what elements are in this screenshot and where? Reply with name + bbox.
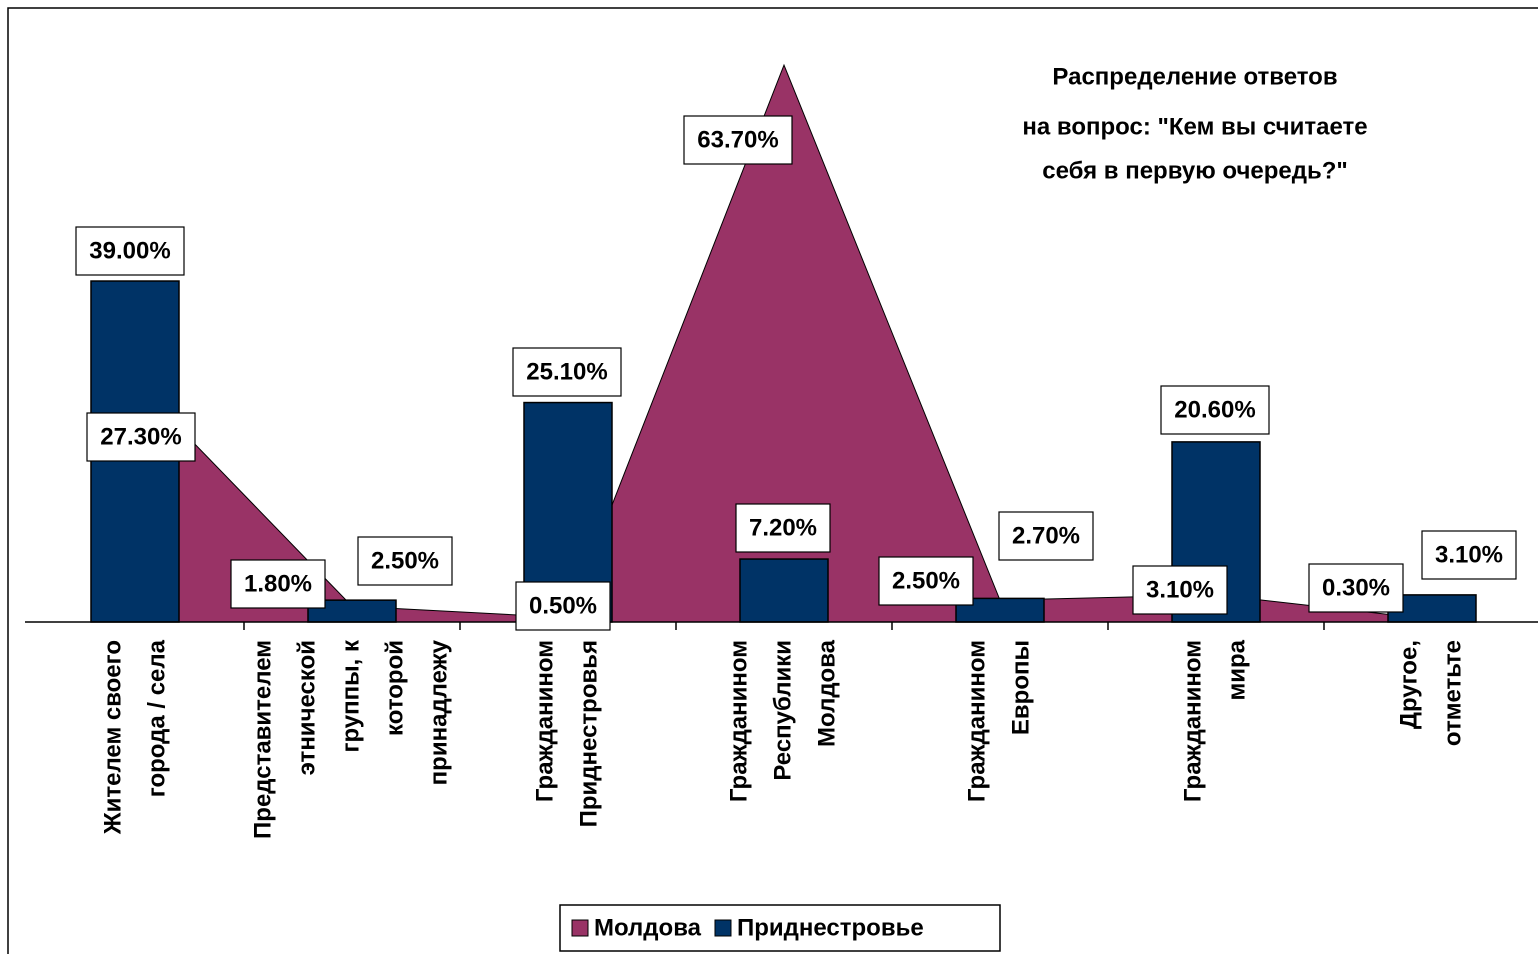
x-tick-label: Европы bbox=[1007, 640, 1034, 735]
x-tick-label: мира bbox=[1223, 639, 1250, 700]
value-label-box bbox=[1160, 385, 1270, 435]
value-label: 63.70% bbox=[697, 126, 778, 153]
bar bbox=[739, 558, 829, 623]
x-tick-label: Молдова bbox=[813, 639, 840, 747]
value-label: 39.00% bbox=[89, 237, 170, 264]
chart-title: себя в первую очередь?" bbox=[1042, 157, 1348, 184]
value-label: 2.70% bbox=[1012, 522, 1080, 549]
value-label-box bbox=[683, 115, 793, 165]
value-label-box bbox=[357, 536, 453, 586]
value-label: 27.30% bbox=[100, 423, 181, 450]
value-label: 3.10% bbox=[1146, 576, 1214, 603]
value-label-box bbox=[1308, 563, 1404, 613]
x-tick-label: принадлежу bbox=[425, 639, 452, 785]
legend-label: Молдова bbox=[594, 914, 702, 941]
legend-swatch bbox=[714, 919, 732, 937]
value-label: 3.10% bbox=[1435, 541, 1503, 568]
x-tick-label: Гражданином bbox=[725, 640, 752, 802]
value-label-box bbox=[86, 412, 196, 462]
x-tick-label: которой bbox=[381, 640, 408, 736]
x-tick-label: отметьте bbox=[1439, 640, 1466, 746]
value-label: 25.10% bbox=[526, 358, 607, 385]
value-label-box bbox=[1421, 530, 1517, 580]
x-tick-label: Гражданином bbox=[531, 640, 558, 802]
value-label: 2.50% bbox=[371, 547, 439, 574]
x-tick-label: Гражданином bbox=[963, 640, 990, 802]
value-label: 0.50% bbox=[529, 592, 597, 619]
x-tick-label: Гражданином bbox=[1179, 640, 1206, 802]
value-label-box bbox=[1132, 565, 1228, 615]
value-label: 1.80% bbox=[244, 570, 312, 597]
x-tick-label: Жителем своего bbox=[99, 640, 126, 835]
value-label-box bbox=[512, 347, 622, 397]
legend-box bbox=[559, 904, 1001, 952]
value-label: 20.60% bbox=[1174, 396, 1255, 423]
chart-title: Распределение ответов bbox=[1052, 63, 1337, 90]
x-tick-label: города / села bbox=[143, 639, 170, 797]
x-tick-label: Представителем bbox=[249, 640, 276, 839]
x-tick-label: группы, к bbox=[337, 639, 364, 753]
value-label-box bbox=[878, 556, 974, 606]
x-tick-label: Республики bbox=[769, 640, 796, 781]
value-label-box bbox=[515, 581, 611, 631]
x-tick-label: Другое, bbox=[1395, 640, 1422, 729]
value-label-box bbox=[735, 503, 831, 553]
x-tick-label: Приднестровья bbox=[575, 640, 602, 827]
value-label-box bbox=[998, 511, 1094, 561]
x-tick-label: этнической bbox=[293, 640, 320, 775]
value-label-box bbox=[75, 226, 185, 276]
value-label-box bbox=[230, 559, 326, 609]
legend-swatch bbox=[571, 919, 589, 937]
value-label: 2.50% bbox=[892, 567, 960, 594]
chart-title: на вопрос: "Кем вы считаете bbox=[1022, 113, 1367, 140]
value-label: 0.30% bbox=[1322, 574, 1390, 601]
value-label: 7.20% bbox=[749, 514, 817, 541]
legend-label: Приднестровье bbox=[737, 914, 924, 941]
